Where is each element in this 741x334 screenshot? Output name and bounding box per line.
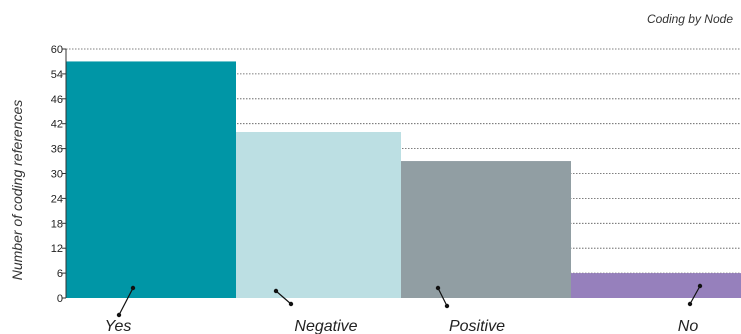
category-label-no: No: [678, 318, 699, 334]
y-tick-label: 30: [51, 169, 63, 181]
y-tick-labels: 0 6 12 18 24 30 36 42 46 54 60: [51, 44, 66, 305]
bars: [66, 61, 741, 299]
y-tick-label: 24: [51, 193, 63, 205]
category-label-positive: Positive: [449, 318, 505, 334]
leader-dot: [435, 285, 441, 291]
leader-line: [437, 287, 448, 307]
category-labels: Yes Negative Positive No: [105, 318, 699, 334]
leader-line: [689, 285, 701, 305]
leader-line: [275, 290, 292, 305]
leader-dot: [697, 283, 703, 289]
y-tick-label: 60: [51, 44, 63, 56]
y-tick-label: 0: [57, 293, 63, 305]
y-tick-label: 36: [51, 144, 63, 156]
leader-dot: [273, 288, 279, 294]
bar-no: [571, 273, 741, 298]
y-axis-label: Number of coding references: [9, 100, 25, 281]
category-label-negative: Negative: [294, 318, 357, 334]
category-label-yes: Yes: [105, 318, 132, 334]
leader-dot: [444, 303, 450, 309]
bar-yes: [66, 61, 236, 299]
y-tick-label: 12: [51, 243, 63, 255]
y-tick-label: 54: [51, 69, 63, 81]
leader-line: [118, 287, 134, 316]
leader-dot: [130, 285, 136, 291]
leader-dot: [116, 312, 122, 318]
y-tick-label: 46: [51, 94, 63, 106]
leader-dot: [687, 301, 693, 307]
y-tick-label: 6: [57, 268, 63, 280]
bar-positive: [401, 161, 571, 298]
leader-lines: [116, 283, 703, 318]
chart-title: Coding by Node: [647, 12, 733, 26]
leader-dot: [288, 301, 294, 307]
bar-negative: [236, 132, 401, 298]
y-tick-label: 18: [51, 218, 63, 230]
y-tick-label: 42: [51, 119, 63, 131]
